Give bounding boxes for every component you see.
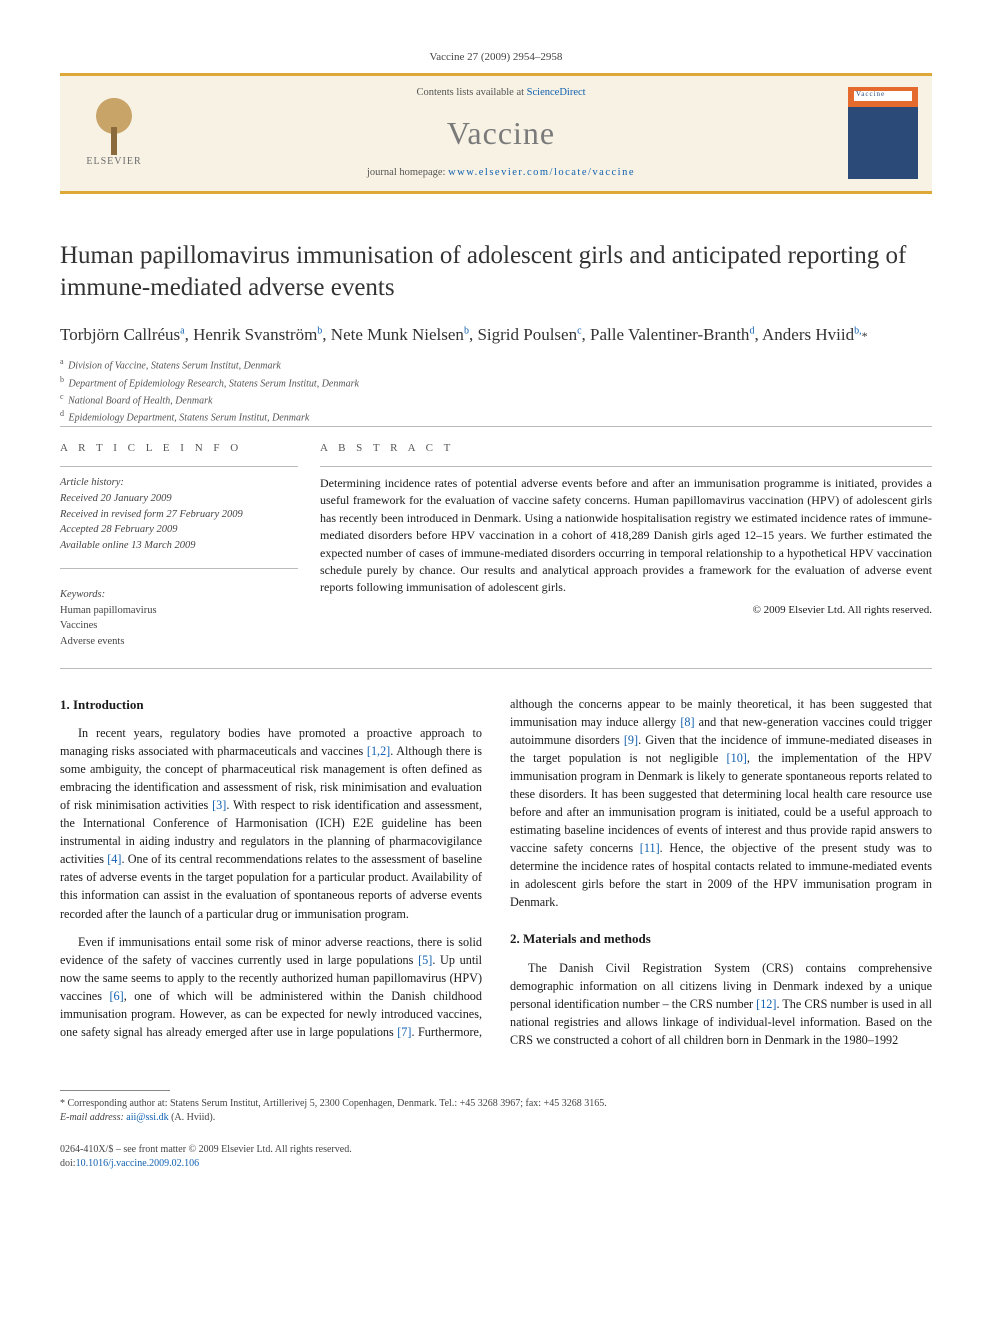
email-label: E-mail address: [60,1112,126,1123]
cover-label: Vaccine [856,90,885,100]
ref-1-2[interactable]: [1,2] [367,744,390,758]
journal-homepage-link[interactable]: www.elsevier.com/locate/vaccine [448,167,635,178]
ref-5[interactable]: [5] [418,953,432,967]
corresponding-email-link[interactable]: aii@ssi.dk [126,1112,168,1123]
journal-title: Vaccine [168,111,834,156]
keywords-list: Human papillomavirusVaccinesAdverse even… [60,603,298,650]
ref-12[interactable]: [12] [756,997,776,1011]
contents-available-line: Contents lists available at ScienceDirec… [168,86,834,101]
email-attribution: (A. Hviid). [169,1112,216,1123]
intro-p1-d: . One of its central recommendations rel… [60,852,482,920]
sciencedirect-link[interactable]: ScienceDirect [527,87,586,98]
publisher-name: ELSEVIER [86,155,141,169]
footer-meta: 0264-410X/$ – see front matter © 2009 El… [60,1143,932,1171]
ref-8[interactable]: [8] [680,715,694,729]
contents-prefix: Contents lists available at [416,87,526,98]
article-info-head: A R T I C L E I N F O [60,441,298,456]
ref-3[interactable]: [3] [212,798,226,812]
authors-line: Torbjörn Callréusa, Henrik Svanströmb, N… [60,323,932,347]
article-title: Human papillomavirus immunisation of ado… [60,240,932,305]
affiliations-list: a Division of Vaccine, Statens Serum Ins… [60,356,932,425]
abstract-head: A B S T R A C T [320,441,932,456]
article-body: 1. Introduction In recent years, regulat… [60,695,932,1050]
footnotes: * Corresponding author at: Statens Serum… [60,1090,932,1125]
corresponding-author-note: * Corresponding author at: Statens Serum… [60,1097,932,1111]
section-intro-head: 1. Introduction [60,695,482,714]
ref-9[interactable]: [9] [624,733,638,747]
abstract-copyright: © 2009 Elsevier Ltd. All rights reserved… [320,603,932,618]
ref-11[interactable]: [11] [640,841,660,855]
doi-link[interactable]: 10.1016/j.vaccine.2009.02.106 [76,1158,200,1169]
history-received: Received 20 January 2009 [60,491,298,507]
keywords-label: Keywords: [60,587,298,603]
history-accepted: Accepted 28 February 2009 [60,522,298,538]
ref-6[interactable]: [6] [109,989,123,1003]
ref-10[interactable]: [10] [727,751,747,765]
history-revised: Received in revised form 27 February 200… [60,507,298,523]
journal-cover-thumb: Vaccine [848,87,918,179]
journal-banner: ELSEVIER Contents lists available at Sci… [60,73,932,193]
header-citation: Vaccine 27 (2009) 2954–2958 [60,50,932,65]
ref-7[interactable]: [7] [397,1025,411,1039]
publisher-logo: ELSEVIER [74,89,154,177]
abstract-text: Determining incidence rates of potential… [320,475,932,597]
methods-paragraph-1: The Danish Civil Registration System (CR… [510,959,932,1049]
intro-paragraph-1: In recent years, regulatory bodies have … [60,724,482,923]
section-methods-head: 2. Materials and methods [510,929,932,948]
homepage-prefix: journal homepage: [367,167,448,178]
article-history: Article history: Received 20 January 200… [60,475,298,554]
history-online: Available online 13 March 2009 [60,538,298,554]
doi-label: doi: [60,1158,76,1169]
ref-4[interactable]: [4] [107,852,121,866]
intro-p2-c: , one of which will be administered with… [124,989,434,1003]
journal-homepage-line: journal homepage: www.elsevier.com/locat… [168,166,834,181]
intro-p2-h: , the implementation of the HPV immunisa… [510,751,932,855]
history-label: Article history: [60,475,298,491]
elsevier-tree-icon [87,97,141,151]
issn-line: 0264-410X/$ – see front matter © 2009 El… [60,1143,932,1157]
